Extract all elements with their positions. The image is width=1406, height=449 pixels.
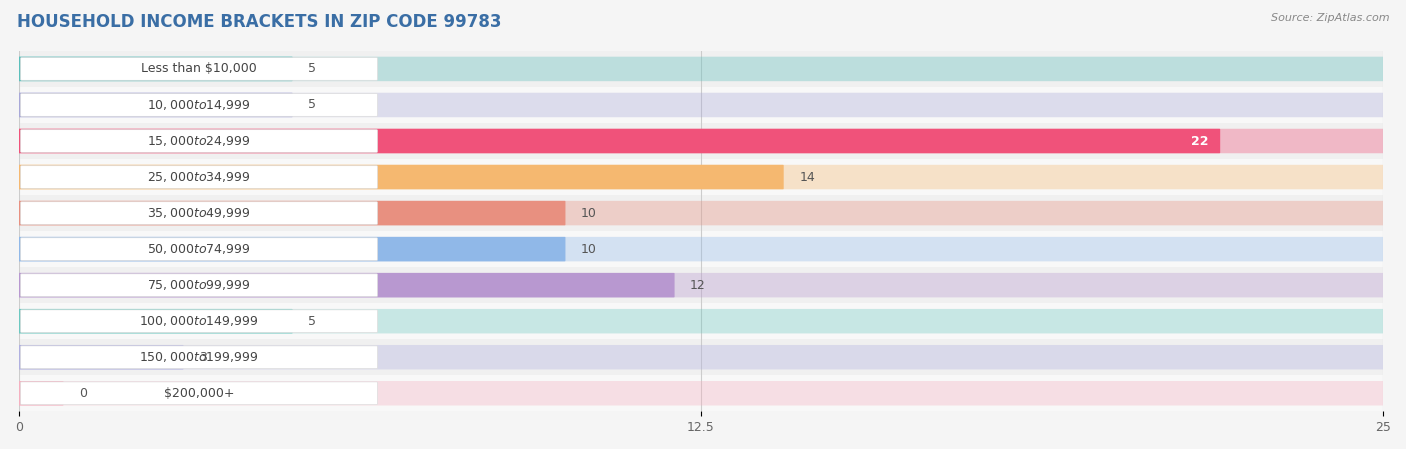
FancyBboxPatch shape [21,238,377,260]
FancyBboxPatch shape [18,237,565,261]
FancyBboxPatch shape [18,165,1384,189]
Text: 14: 14 [799,171,815,184]
Text: $35,000 to $49,999: $35,000 to $49,999 [148,206,250,220]
FancyBboxPatch shape [21,130,377,152]
FancyBboxPatch shape [18,57,1384,81]
Text: 12: 12 [690,279,706,292]
Text: 5: 5 [308,315,316,328]
Text: 10: 10 [581,242,598,255]
Bar [20,195,1384,231]
Text: Less than $10,000: Less than $10,000 [141,62,257,75]
FancyBboxPatch shape [18,345,1384,370]
FancyBboxPatch shape [18,201,1384,225]
Text: $75,000 to $99,999: $75,000 to $99,999 [148,278,250,292]
FancyBboxPatch shape [18,381,1384,405]
FancyBboxPatch shape [18,309,292,334]
Bar [20,231,1384,267]
FancyBboxPatch shape [18,129,1384,153]
Text: Source: ZipAtlas.com: Source: ZipAtlas.com [1271,13,1389,23]
FancyBboxPatch shape [21,57,377,80]
Text: $25,000 to $34,999: $25,000 to $34,999 [148,170,250,184]
FancyBboxPatch shape [18,201,565,225]
FancyBboxPatch shape [18,93,1384,117]
Bar [20,339,1384,375]
Text: 10: 10 [581,207,598,220]
FancyBboxPatch shape [18,165,783,189]
Text: 5: 5 [308,98,316,111]
Bar [20,267,1384,303]
FancyBboxPatch shape [18,129,1220,153]
Text: $50,000 to $74,999: $50,000 to $74,999 [148,242,250,256]
Text: $150,000 to $199,999: $150,000 to $199,999 [139,350,259,364]
Text: $200,000+: $200,000+ [165,387,235,400]
FancyBboxPatch shape [21,274,377,296]
Bar [20,375,1384,411]
FancyBboxPatch shape [18,345,184,370]
Text: 22: 22 [1191,135,1209,148]
FancyBboxPatch shape [18,57,292,81]
Bar [20,159,1384,195]
Text: 0: 0 [79,387,87,400]
FancyBboxPatch shape [21,166,377,189]
Bar [20,303,1384,339]
Text: $15,000 to $24,999: $15,000 to $24,999 [148,134,250,148]
FancyBboxPatch shape [21,202,377,224]
FancyBboxPatch shape [18,237,1384,261]
FancyBboxPatch shape [21,346,377,369]
Text: 5: 5 [308,62,316,75]
FancyBboxPatch shape [18,273,675,297]
Bar [20,123,1384,159]
Text: 3: 3 [200,351,207,364]
FancyBboxPatch shape [18,381,63,405]
Bar [20,51,1384,87]
FancyBboxPatch shape [18,309,1384,334]
FancyBboxPatch shape [21,382,377,405]
FancyBboxPatch shape [21,310,377,333]
FancyBboxPatch shape [21,94,377,116]
FancyBboxPatch shape [18,273,1384,297]
Text: HOUSEHOLD INCOME BRACKETS IN ZIP CODE 99783: HOUSEHOLD INCOME BRACKETS IN ZIP CODE 99… [17,13,502,31]
Bar [20,87,1384,123]
FancyBboxPatch shape [18,93,292,117]
Text: $100,000 to $149,999: $100,000 to $149,999 [139,314,259,328]
Text: $10,000 to $14,999: $10,000 to $14,999 [148,98,250,112]
